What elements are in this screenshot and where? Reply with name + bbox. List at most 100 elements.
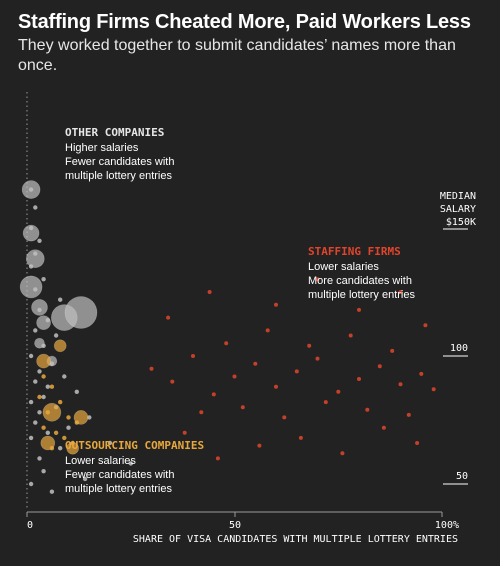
other-companies-bubble-0	[21, 180, 41, 199]
other-companies-bubble-2	[25, 249, 45, 269]
other-companies-line-1: Higher salaries	[65, 142, 139, 154]
other-companies-point-11	[33, 328, 38, 333]
staffing-firms-point-22	[265, 328, 270, 333]
other-companies-point-30	[107, 440, 113, 446]
outsourcing-companies-point-3	[58, 399, 63, 405]
staffing-firms-point-16	[240, 405, 245, 410]
other-companies-point-31	[58, 446, 63, 451]
staffing-firms-point-13	[419, 371, 424, 376]
staffing-firms-point-35	[357, 307, 361, 312]
other-companies-heading: OTHER COMPANIES	[65, 126, 164, 139]
x-tick-label-100: 100%	[435, 520, 459, 531]
outsourcing-companies-line-3: multiple lottery entries	[65, 483, 172, 495]
other-companies-bubble-5	[36, 315, 51, 331]
outsourcing-companies-bubble-3	[66, 441, 79, 455]
staffing-firms-point-6	[274, 384, 278, 389]
other-companies-point-19	[45, 384, 50, 389]
other-companies-bubble-9	[34, 337, 45, 349]
staffing-firms-point-38	[166, 315, 171, 320]
x-tick-label-0: 0	[27, 520, 33, 531]
outsourcing-companies-line-1: Lower salaries	[65, 455, 136, 467]
other-companies-line-3: multiple lottery entries	[65, 170, 172, 182]
other-companies-point-16	[37, 369, 42, 374]
y-tick-label-50: 50	[456, 471, 468, 482]
staffing-firms-point-4	[232, 374, 237, 379]
other-companies-line-2: Fewer candidates with	[65, 156, 174, 168]
staffing-firms-point-28	[298, 435, 303, 440]
staffing-firms-point-18	[323, 400, 328, 405]
staffing-firms-point-2	[191, 354, 195, 358]
outsourcing-companies-point-5	[66, 415, 71, 420]
staffing-firms-point-33	[215, 456, 220, 461]
staffing-firms-point-20	[406, 412, 411, 417]
other-companies-point-27	[66, 425, 71, 430]
staffing-firms-point-8	[315, 356, 320, 361]
staffing-firms-point-25	[390, 348, 395, 353]
chart-title: Staffing Firms Cheated More, Paid Worker…	[18, 11, 471, 33]
outsourcing-companies-point-7	[53, 430, 59, 435]
other-companies-point-22	[28, 399, 34, 405]
outsourcing-companies-bubble-0	[42, 402, 62, 422]
other-companies-point-33	[128, 461, 133, 466]
other-companies-point-21	[41, 394, 46, 400]
staffing-firms-point-24	[348, 333, 353, 338]
other-companies-point-1	[33, 205, 38, 210]
staffing-firms-point-9	[336, 389, 341, 394]
staffing-firms-point-31	[340, 451, 345, 456]
staffing-firms-point-0	[149, 366, 154, 371]
staffing-firms-point-26	[423, 323, 428, 328]
other-companies-bubble-7	[64, 296, 98, 329]
outsourcing-companies-bubble-1	[73, 410, 89, 425]
staffing-firms-point-14	[431, 387, 436, 392]
outsourcing-companies-point-0	[41, 374, 46, 379]
outsourcing-companies-bubble-2	[40, 435, 56, 451]
x-axis-label: SHARE OF VISA CANDIDATES WITH MULTIPLE L…	[133, 534, 458, 545]
staffing-firms-point-23	[307, 343, 312, 348]
staffing-firms-point-32	[415, 441, 420, 445]
y-label-line-1: MEDIAN	[440, 191, 476, 202]
staffing-firms-point-21	[224, 341, 229, 346]
staffing-firms-line-3: multiple lottery entries	[308, 289, 415, 301]
staffing-firms-point-30	[257, 443, 262, 448]
other-companies-point-6	[41, 277, 46, 282]
outsourcing-companies-heading: OUTSOURCING COMPANIES	[65, 439, 204, 452]
outsourcing-companies-bubble-4	[53, 339, 67, 353]
outsourcing-companies-line-2: Fewer candidates with	[65, 469, 174, 481]
other-companies-point-8	[58, 297, 63, 302]
staffing-firms-point-17	[282, 415, 287, 420]
staffing-firms-point-27	[182, 430, 187, 435]
staffing-firms-point-3	[211, 392, 216, 397]
y-label-line-2: SALARY	[440, 204, 476, 215]
other-companies-point-26	[33, 420, 38, 425]
outsourcing-companies-point-1	[49, 384, 55, 389]
staffing-firms-point-36	[315, 277, 320, 282]
outsourcing-companies-bubble-5	[36, 353, 51, 369]
other-companies-point-20	[74, 389, 80, 394]
other-companies-point-24	[37, 410, 42, 415]
other-companies-point-25	[87, 415, 92, 420]
x-tick-label-50: 50	[229, 520, 241, 531]
other-companies-bubble-3	[19, 275, 43, 299]
other-companies-point-14	[28, 353, 34, 359]
outsourcing-companies-point-2	[37, 394, 42, 400]
other-companies-point-3	[37, 238, 42, 243]
staffing-firms-point-10	[357, 377, 361, 381]
staffing-firms-line-2: More candidates with	[308, 275, 412, 287]
staffing-firms-point-12	[398, 382, 403, 387]
staffing-firms-point-19	[365, 407, 370, 412]
staffing-firms-point-34	[274, 302, 278, 307]
staffing-firms-point-7	[294, 369, 299, 374]
staffing-firms-heading: STAFFING FIRMS	[308, 245, 401, 258]
data-points	[19, 180, 436, 494]
staffing-firms-point-1	[170, 379, 175, 384]
other-companies-point-12	[53, 333, 59, 338]
chart-subtitle: They worked together to submit candidate…	[18, 37, 456, 74]
other-companies-point-28	[45, 430, 50, 435]
outsourcing-companies-point-9	[62, 435, 67, 441]
staffing-firms-point-29	[381, 425, 386, 430]
outsourcing-companies-point-6	[41, 425, 46, 430]
staffing-firms-point-15	[199, 410, 204, 415]
other-companies-point-29	[28, 435, 34, 441]
staffing-firms-point-37	[398, 290, 403, 294]
